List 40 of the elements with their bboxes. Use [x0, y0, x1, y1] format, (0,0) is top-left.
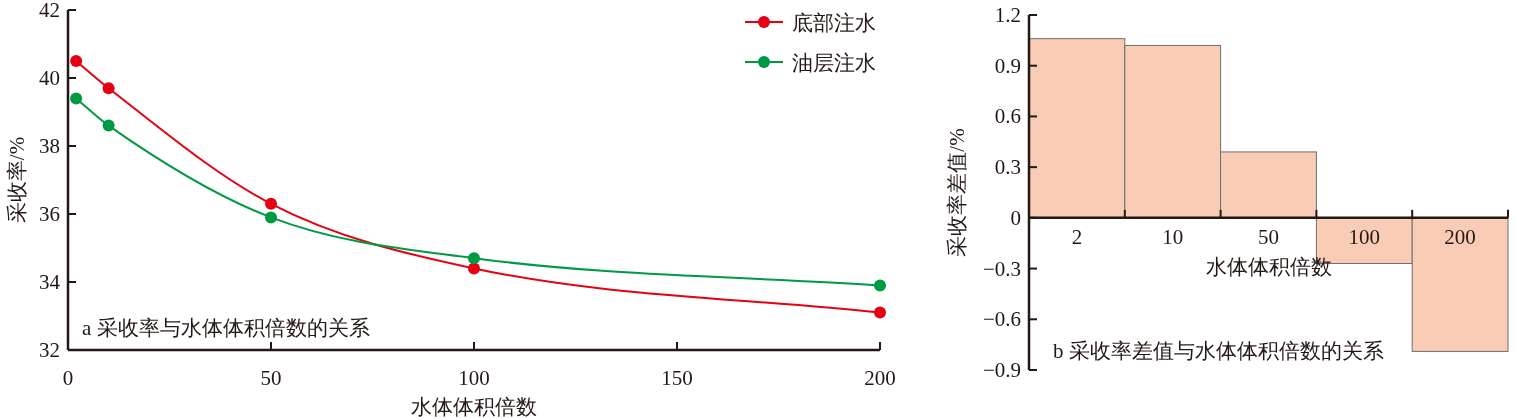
point [874, 279, 886, 292]
legend-label: 底部注水 [792, 11, 876, 35]
x-tick-label: 10 [1162, 224, 1184, 249]
y-tick-label: 0.9 [994, 53, 1021, 78]
legend-label: 油层注水 [792, 51, 876, 75]
annotation: b 采收率差值与水体体积倍数的关系 [1053, 339, 1384, 363]
x-tick-label: 150 [661, 366, 693, 390]
point [70, 55, 83, 67]
y-tick-label: 1.2 [994, 3, 1021, 27]
y-tick-label: −0.6 [982, 307, 1021, 332]
y-tick-label: 40 [39, 66, 60, 90]
point [874, 306, 886, 319]
y-tick-label: −0.3 [982, 256, 1021, 281]
x-tick-label: 50 [1258, 224, 1279, 249]
y-tick-label: 32 [39, 338, 60, 362]
point [102, 119, 115, 132]
y-tick-label: 34 [39, 270, 61, 294]
annotation: a 采收率与水体体积倍数的关系 [82, 316, 370, 340]
x-tick-label: 100 [1348, 224, 1381, 249]
x-tick-label: 200 [1444, 224, 1476, 249]
point [70, 92, 83, 105]
y-tick-label: 0.3 [994, 155, 1021, 180]
x-tick-label: 50 [260, 366, 282, 390]
y-axis-title: 采收率/% [5, 136, 29, 224]
point [265, 211, 277, 224]
point [468, 262, 480, 275]
x-axis-title: 水体体积倍数 [411, 395, 537, 419]
point [102, 82, 115, 95]
y-tick-label: −0.9 [982, 358, 1021, 382]
y-axis-title: 采收率差值/% [945, 128, 969, 257]
y-tick-label: 0.6 [994, 104, 1021, 129]
y-tick-label: 36 [39, 202, 60, 226]
y-tick-label: 38 [39, 134, 60, 158]
x-tick-label: 2 [1071, 224, 1083, 249]
point [468, 252, 480, 265]
y-tick-label: 0 [1010, 205, 1021, 230]
x-tick-label: 100 [458, 366, 490, 390]
x-tick-label: 200 [864, 366, 896, 390]
point [265, 197, 277, 210]
y-tick-label: 42 [39, 0, 60, 22]
